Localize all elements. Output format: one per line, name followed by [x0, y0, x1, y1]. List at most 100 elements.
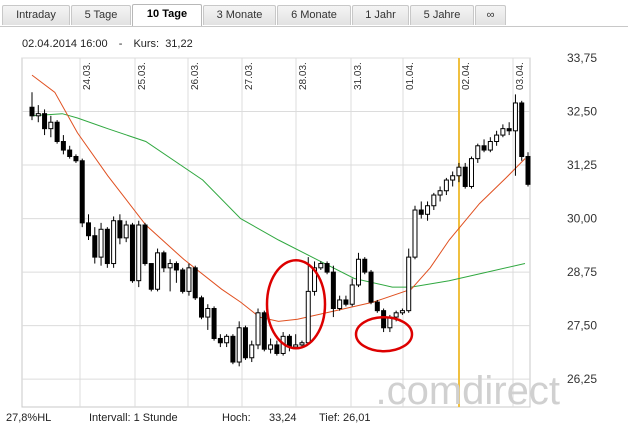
footer-intervall: Intervall: 1 Stunde [89, 412, 178, 424]
x-tick-label: 27.03. [244, 62, 255, 90]
candle-body [393, 312, 399, 318]
candle-body [180, 269, 186, 292]
moving-average-long [31, 113, 526, 288]
candle-body [450, 175, 456, 181]
candle-body [374, 301, 380, 312]
plot-area [21, 57, 531, 408]
candle-body [406, 256, 412, 312]
candle-body [230, 335, 236, 363]
candle-body [199, 297, 205, 318]
candle-body [468, 158, 474, 187]
candle-body [211, 308, 217, 339]
candle-body [167, 263, 173, 269]
candle-body [186, 267, 192, 292]
candle-body [299, 342, 305, 346]
candle-body [437, 190, 443, 196]
y-tick-label: 32,50 [567, 105, 597, 119]
footer-hl: 27,8%HL [6, 412, 52, 424]
footer-tief-label: Tief: [319, 412, 340, 424]
candle-body [475, 145, 481, 160]
candle-body [60, 141, 66, 151]
tab-1-jahr[interactable]: 1 Jahr [352, 5, 409, 25]
moving-average-short [31, 74, 526, 322]
candle-body [67, 149, 73, 157]
candle-body [111, 220, 117, 265]
comdirect-watermark: .comdirect [376, 369, 561, 409]
candle-body [399, 310, 405, 314]
candle-body [500, 128, 506, 136]
x-tick-label: 31.03. [353, 62, 364, 90]
candle-body [318, 263, 324, 269]
candle-body [161, 252, 167, 269]
y-tick-label: 33,75 [567, 51, 597, 65]
tab-6-monate[interactable]: 6 Monate [277, 5, 351, 25]
candle-body [349, 284, 355, 305]
y-tick-label: 31,25 [567, 158, 597, 172]
candle-body [343, 299, 349, 305]
candle-body [54, 121, 60, 143]
candle-body [330, 271, 336, 310]
candle-body [293, 344, 299, 348]
candle-body [381, 310, 387, 329]
candle-body [236, 327, 242, 363]
y-tick-label: 30,00 [567, 212, 597, 226]
quote-kurs-value: 31,22 [165, 38, 193, 50]
tab-max[interactable]: ∞ [475, 5, 506, 25]
candle-body [129, 224, 135, 282]
y-tick-label: 28,75 [567, 265, 597, 279]
candle-body [355, 258, 361, 286]
quote-kurs-label: Kurs: [133, 38, 160, 50]
candle-body [92, 235, 98, 258]
marker-circle [265, 258, 327, 350]
x-tick-label: 03.04. [515, 62, 526, 90]
candle-body [305, 290, 311, 344]
candle-body [217, 337, 223, 344]
y-tick-label: 26,25 [567, 372, 597, 386]
candle-body [512, 102, 518, 132]
candle-body [494, 134, 500, 143]
candle-body [443, 179, 449, 192]
candle-body [425, 205, 431, 215]
candle-body [525, 155, 531, 185]
candle-body [35, 113, 41, 117]
x-tick-label: 02.04. [461, 62, 472, 90]
candle-body [142, 224, 148, 265]
candle-body [274, 344, 280, 354]
candle-body [456, 166, 462, 177]
x-tick-label: 24.03. [82, 62, 93, 90]
x-tick-label: 28.03. [298, 62, 309, 90]
tab-5-tage[interactable]: 5 Tage [71, 5, 131, 25]
candle-body [412, 209, 418, 258]
candle-body [48, 121, 54, 130]
quote-info: 02.04.2014 16:00 - Kurs: 31,22 [22, 38, 201, 50]
tab-5-jahre[interactable]: 5 Jahre [410, 5, 474, 25]
candle-body [268, 344, 274, 350]
candle-body [519, 102, 525, 157]
tab-intraday[interactable]: Intraday [2, 5, 70, 25]
candle-body [506, 128, 512, 132]
candle-body [205, 308, 211, 318]
quote-datetime: 02.04.2014 16:00 [22, 38, 108, 50]
x-tick-label: 01.04. [405, 62, 416, 90]
footer-hoch-label: Hoch: [222, 412, 251, 424]
candle-body [249, 344, 255, 359]
tab-10-tage[interactable]: 10 Tage [132, 4, 202, 26]
candle-body [431, 194, 437, 207]
candle-body [242, 327, 248, 359]
candle-body [418, 209, 424, 215]
candle-body [337, 299, 343, 310]
candle-body [462, 166, 468, 187]
candle-body [155, 252, 161, 290]
candle-body [487, 141, 493, 151]
candle-body [312, 267, 318, 292]
candle-body [148, 263, 154, 290]
price-chart: 33,75 32,50 31,25 30,00 28,75 27,50 26,25 24.03… [21, 51, 597, 409]
x-tick-label: 25.03. [137, 62, 148, 90]
tab-3-monate[interactable]: 3 Monate [203, 5, 276, 25]
footer-hoch-value: 33,24 [269, 412, 297, 424]
period-tabs: Intraday 5 Tage 10 Tage 3 Monate 6 Monat… [0, 0, 628, 27]
candle-body [86, 222, 92, 237]
x-tick-label: 26.03. [190, 62, 201, 90]
quote-separator: - [118, 38, 123, 50]
candle-body [324, 263, 330, 273]
